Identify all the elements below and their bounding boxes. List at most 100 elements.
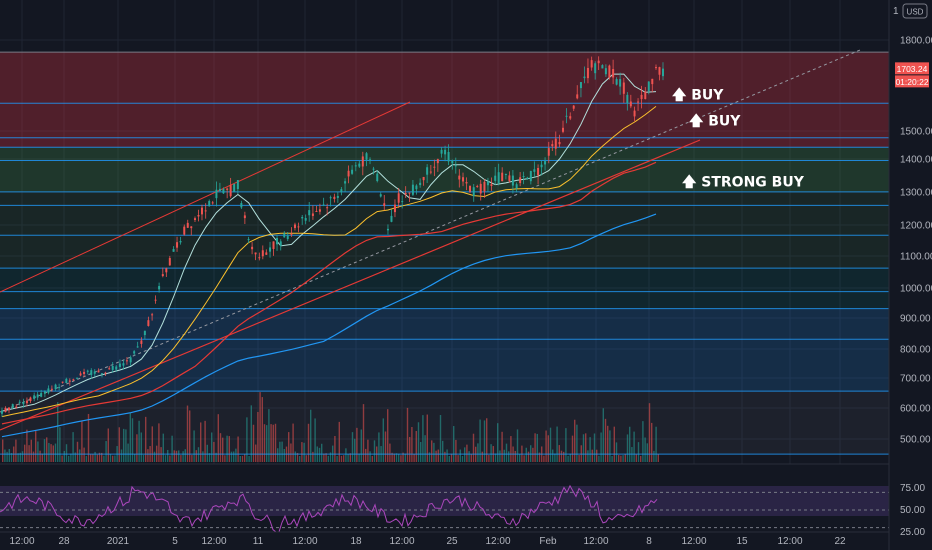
volume-bar xyxy=(365,448,367,462)
candle-body xyxy=(601,65,604,69)
volume-bar xyxy=(560,450,563,462)
candle-body xyxy=(447,151,450,162)
volume-bar xyxy=(323,453,325,462)
candle-body xyxy=(297,226,300,228)
volume-bar xyxy=(219,433,222,462)
volume-bar xyxy=(96,454,98,462)
volume-bar xyxy=(552,449,554,462)
volume-bar xyxy=(90,454,92,462)
volume-bar xyxy=(217,414,219,462)
rsi-line xyxy=(0,484,658,533)
volume-bar xyxy=(598,455,600,462)
volume-bar xyxy=(591,449,593,462)
time-tick-0: 12:00 xyxy=(9,536,34,547)
price-tick-3: 1300.00 xyxy=(900,188,932,199)
volume-bar xyxy=(206,444,208,462)
candle-body xyxy=(293,224,296,229)
candle-body xyxy=(344,181,347,184)
candle-body xyxy=(179,241,182,243)
volume-bar xyxy=(312,451,314,462)
candle-body xyxy=(619,79,622,87)
volume-bar xyxy=(296,452,299,462)
volume-bar xyxy=(230,451,233,462)
volume-bar xyxy=(92,454,94,462)
candle-body xyxy=(58,387,61,389)
time-tick-1: 28 xyxy=(58,536,70,547)
volume-bar xyxy=(292,423,294,462)
time-tick-7: 18 xyxy=(350,536,362,547)
volume-bar xyxy=(294,451,296,462)
candle-body xyxy=(658,67,661,75)
candle-body xyxy=(358,163,361,167)
price-tick-7: 900.00 xyxy=(900,314,931,325)
candle-body xyxy=(490,184,493,186)
volume-bar xyxy=(153,451,156,462)
candle-body xyxy=(472,187,475,197)
candle-body xyxy=(411,184,414,195)
volume-bar xyxy=(68,455,70,462)
volume-bar xyxy=(596,449,598,462)
volume-bar xyxy=(382,418,384,462)
volume-bar xyxy=(50,444,52,462)
volume-bar xyxy=(246,417,248,462)
volume-bar xyxy=(424,435,426,462)
volume-bar xyxy=(604,418,607,462)
volume-bar xyxy=(481,451,483,462)
candle-body xyxy=(426,167,429,175)
volume-bar xyxy=(70,453,72,462)
volume-bar xyxy=(301,442,303,462)
volume-bar xyxy=(142,454,145,462)
candle-body xyxy=(633,110,636,117)
volume-bar xyxy=(620,455,622,462)
volume-bar xyxy=(147,449,149,462)
annotation-2: 🡅 STRONG BUY xyxy=(682,174,805,190)
volume-bar xyxy=(585,433,587,462)
volume-bar xyxy=(169,455,171,462)
volume-bar xyxy=(134,454,136,462)
volume-bar xyxy=(65,444,68,462)
volume-bar xyxy=(61,455,63,462)
candle-body xyxy=(172,249,175,252)
volume-bar xyxy=(151,426,153,462)
candle-body xyxy=(504,174,507,176)
volume-bar xyxy=(184,449,186,462)
candle-body xyxy=(511,175,514,186)
volume-bar xyxy=(182,451,184,462)
volume-bar xyxy=(87,413,90,462)
volume-bar xyxy=(354,438,356,462)
candle-body xyxy=(133,351,136,354)
volume-bar xyxy=(211,432,213,462)
volume-bar xyxy=(367,439,369,462)
candle-body xyxy=(176,242,179,248)
candle-body xyxy=(340,189,343,193)
volume-bar xyxy=(514,450,516,462)
volume-bar xyxy=(103,455,105,462)
volume-bar xyxy=(497,423,499,462)
volume-bar xyxy=(191,454,193,462)
volume-bar xyxy=(477,443,479,462)
candle-body xyxy=(40,392,43,397)
candle-body xyxy=(626,94,629,104)
candle-body xyxy=(129,357,132,363)
candle-body xyxy=(33,395,36,399)
volume-bar xyxy=(303,442,305,462)
candle-body xyxy=(243,215,246,219)
candle-body xyxy=(383,203,386,206)
volume-bar xyxy=(101,452,103,462)
volume-bar xyxy=(644,437,646,462)
volume-bar xyxy=(446,449,448,462)
candle-body xyxy=(65,378,68,383)
candle-body xyxy=(233,183,236,192)
time-tick-3: 5 xyxy=(172,536,178,547)
volume-bar xyxy=(587,450,589,462)
candle-body xyxy=(622,82,625,94)
volume-bar xyxy=(195,450,197,462)
candle-body xyxy=(158,286,161,290)
candle-body xyxy=(497,172,500,184)
price-tick-6: 1000.00 xyxy=(900,284,932,295)
candle-body xyxy=(218,188,221,192)
volume-bar xyxy=(395,453,398,462)
ma-slow-line xyxy=(1,161,657,425)
